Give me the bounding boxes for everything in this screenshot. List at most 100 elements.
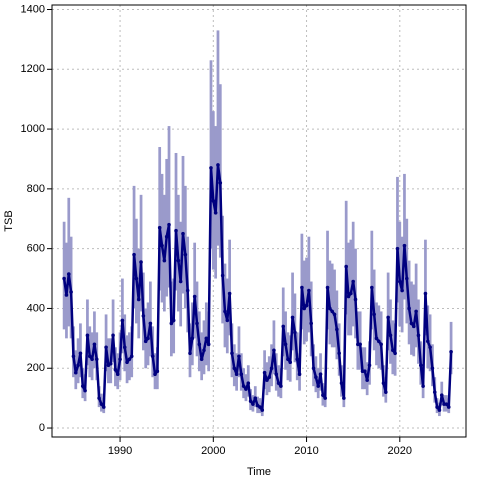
point bbox=[323, 396, 328, 400]
point bbox=[115, 372, 120, 377]
point bbox=[339, 381, 344, 385]
confidence-band bbox=[358, 311, 362, 370]
point bbox=[386, 315, 390, 320]
confidence-band bbox=[132, 185, 136, 309]
point bbox=[164, 234, 169, 239]
point bbox=[391, 348, 395, 353]
point bbox=[174, 228, 178, 233]
point bbox=[125, 360, 129, 365]
point bbox=[358, 342, 362, 347]
point bbox=[400, 288, 404, 293]
confidence-band bbox=[209, 60, 213, 249]
point bbox=[178, 279, 183, 284]
y-tick-label: 600 bbox=[27, 243, 45, 255]
point bbox=[122, 345, 127, 350]
confidence-band bbox=[379, 311, 383, 370]
confidence-band bbox=[291, 272, 294, 351]
point bbox=[274, 372, 279, 377]
point bbox=[71, 354, 76, 359]
point bbox=[211, 199, 216, 203]
point bbox=[258, 405, 262, 409]
point bbox=[227, 291, 232, 296]
point bbox=[321, 393, 325, 397]
point bbox=[92, 342, 97, 347]
y-tick-label: 800 bbox=[27, 183, 45, 195]
confidence-band bbox=[139, 194, 143, 312]
confidence-band bbox=[228, 239, 231, 336]
point bbox=[171, 318, 176, 323]
point bbox=[330, 309, 334, 314]
confidence-band bbox=[79, 323, 82, 378]
point bbox=[316, 384, 321, 388]
point bbox=[404, 276, 409, 281]
point bbox=[414, 309, 418, 314]
confidence-band bbox=[128, 332, 131, 381]
point bbox=[283, 342, 288, 347]
point bbox=[351, 279, 355, 284]
x-tick-label: 1990 bbox=[108, 445, 132, 457]
point bbox=[241, 384, 246, 388]
point bbox=[206, 342, 211, 347]
confidence-band bbox=[104, 314, 108, 372]
confidence-band bbox=[67, 197, 71, 327]
point bbox=[90, 357, 94, 362]
confidence-band bbox=[263, 350, 266, 390]
confidence-band bbox=[396, 176, 399, 303]
point bbox=[66, 272, 71, 276]
point bbox=[244, 387, 248, 391]
point bbox=[409, 321, 414, 326]
point bbox=[418, 363, 423, 368]
point bbox=[150, 354, 155, 359]
point bbox=[218, 181, 223, 185]
point bbox=[73, 370, 78, 375]
point bbox=[428, 345, 432, 350]
point bbox=[160, 243, 164, 248]
point bbox=[99, 402, 104, 406]
point bbox=[372, 312, 376, 317]
confidence-band bbox=[377, 305, 381, 369]
confidence-band bbox=[246, 365, 250, 397]
confidence-band bbox=[428, 314, 432, 372]
point bbox=[295, 357, 300, 362]
point bbox=[248, 399, 253, 403]
point bbox=[220, 273, 225, 278]
confidence-band bbox=[424, 239, 427, 336]
point bbox=[444, 402, 449, 406]
point bbox=[97, 396, 101, 400]
point bbox=[411, 324, 416, 329]
point bbox=[234, 372, 239, 377]
point bbox=[346, 294, 351, 299]
confidence-band bbox=[216, 30, 220, 246]
confidence-band bbox=[167, 126, 171, 288]
confidence-band bbox=[307, 236, 311, 333]
point bbox=[328, 306, 332, 311]
point bbox=[127, 357, 132, 362]
point bbox=[118, 357, 122, 362]
confidence-band bbox=[272, 320, 276, 375]
point bbox=[365, 378, 369, 382]
point bbox=[148, 321, 153, 326]
y-tick-label: 1000 bbox=[21, 123, 45, 135]
point bbox=[425, 339, 430, 344]
point bbox=[111, 333, 115, 338]
x-tick-label: 2020 bbox=[388, 445, 412, 457]
point bbox=[437, 408, 442, 412]
confidence-band bbox=[193, 242, 197, 339]
point bbox=[246, 381, 251, 385]
point bbox=[155, 369, 160, 374]
point bbox=[132, 252, 136, 257]
y-tick-label: 1200 bbox=[21, 63, 45, 75]
point bbox=[209, 166, 213, 170]
point bbox=[290, 315, 295, 320]
confidence-band bbox=[300, 233, 304, 330]
confidence-band bbox=[158, 147, 162, 291]
point bbox=[260, 408, 265, 412]
x-tick-label: 2010 bbox=[294, 445, 318, 457]
point bbox=[363, 369, 367, 374]
point bbox=[309, 321, 314, 326]
confidence-band bbox=[237, 326, 241, 378]
point bbox=[262, 370, 267, 375]
y-tick-label: 200 bbox=[27, 362, 45, 374]
confidence-band bbox=[330, 263, 334, 348]
confidence-band bbox=[386, 272, 390, 351]
